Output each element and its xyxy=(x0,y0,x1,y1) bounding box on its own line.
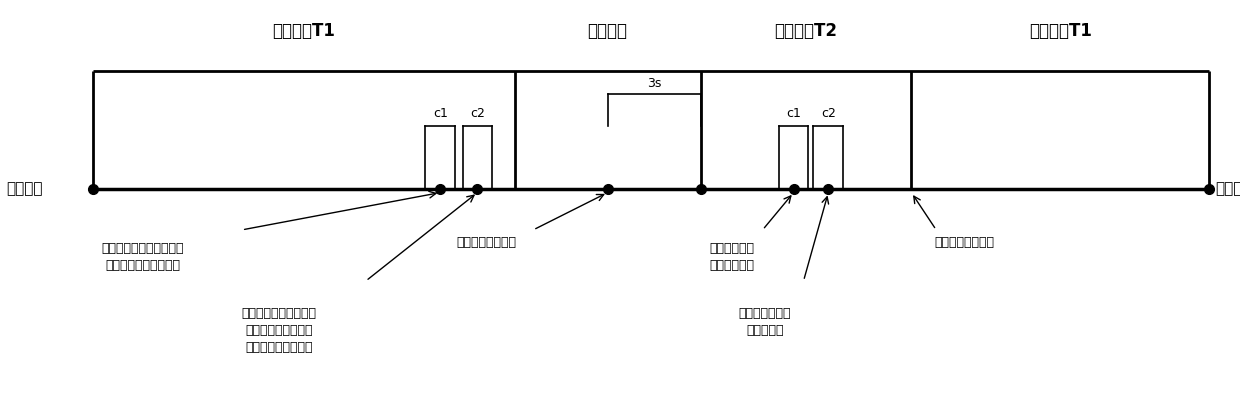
Text: c2: c2 xyxy=(821,107,836,120)
Text: c1: c1 xyxy=(786,107,801,120)
Text: 信号灯系统确定
等待车辆数: 信号灯系统确定 等待车辆数 xyxy=(739,307,791,336)
Text: 黄灯时间: 黄灯时间 xyxy=(588,22,627,40)
Text: c1: c1 xyxy=(433,107,448,120)
Text: 红灯状态: 红灯状态 xyxy=(6,181,42,196)
Text: 3s: 3s xyxy=(647,77,661,90)
Text: 摄像头开始识别等待行人
数及判断车辆通行情况: 摄像头开始识别等待行人 数及判断车辆通行情况 xyxy=(102,242,184,272)
Text: 黄灯状态: 黄灯状态 xyxy=(1215,181,1240,196)
Text: 确定红灯持续时间: 确定红灯持续时间 xyxy=(456,236,516,249)
Text: 绿灯时间T1: 绿灯时间T1 xyxy=(273,22,335,40)
Text: 红灯时间T2: 红灯时间T2 xyxy=(775,22,837,40)
Text: 绿灯时间T1: 绿灯时间T1 xyxy=(1029,22,1091,40)
Text: 摄像头开始识
别等待车辆数: 摄像头开始识 别等待车辆数 xyxy=(709,242,754,272)
Text: 确定绿灯持续时间: 确定绿灯持续时间 xyxy=(935,236,994,249)
Text: c2: c2 xyxy=(470,107,485,120)
Text: 信号灯系统确定等待行
人数及车辆通行情况
并计算红灯持续时间: 信号灯系统确定等待行 人数及车辆通行情况 并计算红灯持续时间 xyxy=(242,307,316,354)
